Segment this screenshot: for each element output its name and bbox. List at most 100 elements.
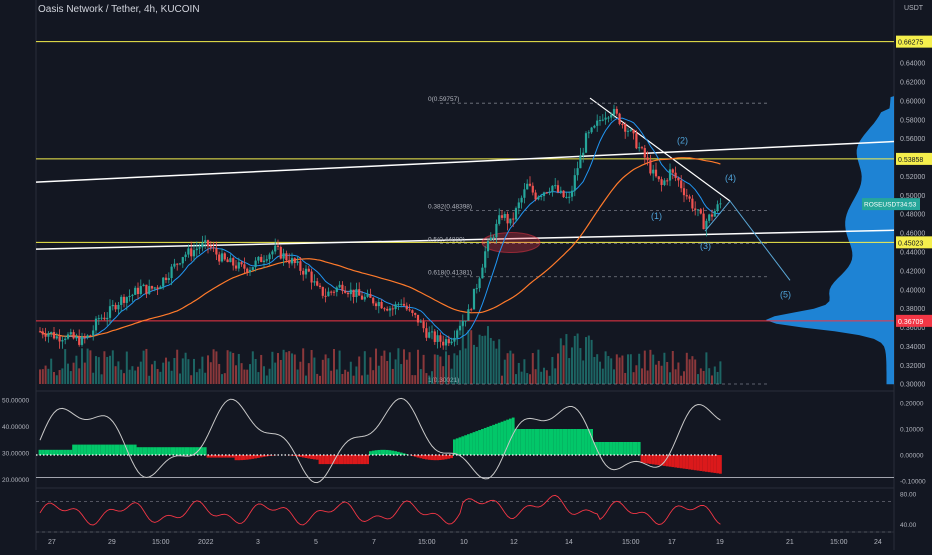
candle-body[interactable] — [50, 332, 52, 333]
candle-body[interactable] — [689, 196, 691, 198]
candle-body[interactable] — [397, 304, 399, 305]
candle-body[interactable] — [369, 294, 371, 298]
candle-body[interactable] — [269, 254, 271, 259]
candle-body[interactable] — [246, 269, 248, 272]
candle-body[interactable] — [431, 331, 433, 332]
candle-body[interactable] — [624, 124, 626, 132]
candle-body[interactable] — [613, 109, 615, 115]
candle-body[interactable] — [523, 189, 525, 197]
candle-body[interactable] — [61, 340, 63, 341]
candle-body[interactable] — [425, 328, 427, 338]
candle-body[interactable] — [148, 286, 150, 294]
candle-body[interactable] — [392, 308, 394, 309]
candle-body[interactable] — [677, 178, 679, 180]
candle-body[interactable] — [131, 295, 133, 296]
candle-body[interactable] — [490, 238, 492, 241]
candle-body[interactable] — [162, 278, 164, 287]
candle-body[interactable] — [140, 286, 142, 294]
candle-body[interactable] — [406, 306, 408, 310]
candle-body[interactable] — [339, 285, 341, 288]
candle-body[interactable] — [563, 191, 565, 197]
candle-body[interactable] — [333, 292, 335, 293]
candle-body[interactable] — [565, 197, 567, 198]
candle-body[interactable] — [481, 268, 483, 279]
candle-body[interactable] — [498, 215, 500, 224]
candle-body[interactable] — [115, 305, 117, 309]
candle-body[interactable] — [151, 286, 153, 289]
candle-body[interactable] — [535, 193, 537, 200]
candle-body[interactable] — [294, 258, 296, 263]
candle-body[interactable] — [476, 288, 478, 289]
candle-body[interactable] — [159, 287, 161, 289]
candle-body[interactable] — [143, 285, 145, 286]
candle-body[interactable] — [355, 289, 357, 297]
candle-body[interactable] — [243, 264, 245, 268]
candle-body[interactable] — [187, 248, 189, 254]
candle-body[interactable] — [675, 173, 677, 178]
candle-body[interactable] — [221, 253, 223, 261]
candle-body[interactable] — [73, 332, 75, 338]
candle-body[interactable] — [546, 192, 548, 193]
candle-body[interactable] — [39, 331, 41, 332]
candle-body[interactable] — [400, 304, 402, 305]
candle-body[interactable] — [574, 175, 576, 191]
candle-body[interactable] — [630, 130, 632, 131]
candle-body[interactable] — [330, 292, 332, 293]
candle-body[interactable] — [697, 209, 699, 210]
candle-body[interactable] — [157, 287, 159, 289]
candle-body[interactable] — [235, 266, 237, 269]
candle-body[interactable] — [383, 308, 385, 309]
candle-body[interactable] — [717, 204, 719, 211]
candle-body[interactable] — [75, 336, 77, 338]
candle-body[interactable] — [635, 133, 637, 148]
candle-body[interactable] — [661, 179, 663, 185]
candle-body[interactable] — [409, 309, 411, 310]
candle-body[interactable] — [78, 336, 80, 344]
candle-body[interactable] — [204, 240, 206, 243]
candle-body[interactable] — [207, 240, 209, 246]
candle-body[interactable] — [291, 258, 293, 263]
candle-body[interactable] — [719, 203, 721, 204]
candle-body[interactable] — [473, 289, 475, 310]
candle-body[interactable] — [417, 315, 419, 323]
candle-body[interactable] — [238, 262, 240, 268]
candle-body[interactable] — [605, 118, 607, 120]
candle-body[interactable] — [311, 272, 313, 283]
candle-body[interactable] — [378, 302, 380, 306]
candle-body[interactable] — [126, 297, 128, 303]
candle-body[interactable] — [610, 115, 612, 118]
candle-body[interactable] — [260, 257, 262, 262]
candle-body[interactable] — [171, 267, 173, 278]
candle-body[interactable] — [117, 305, 119, 309]
candle-body[interactable] — [375, 303, 377, 306]
candle-body[interactable] — [288, 260, 290, 263]
candle-body[interactable] — [224, 253, 226, 259]
candle-body[interactable] — [395, 304, 397, 309]
candle-body[interactable] — [442, 342, 444, 346]
candle-body[interactable] — [120, 297, 122, 305]
candle-body[interactable] — [101, 318, 103, 319]
candle-body[interactable] — [64, 339, 66, 340]
candle-body[interactable] — [215, 248, 217, 254]
candle-body[interactable] — [185, 255, 187, 257]
candle-body[interactable] — [593, 126, 595, 128]
candle-body[interactable] — [297, 261, 299, 263]
candle-body[interactable] — [249, 270, 251, 272]
candle-body[interactable] — [353, 290, 355, 297]
candle-body[interactable] — [112, 305, 114, 306]
candle-body[interactable] — [585, 133, 587, 153]
candle-body[interactable] — [389, 308, 391, 310]
candle-body[interactable] — [512, 219, 514, 220]
candle-body[interactable] — [708, 214, 710, 220]
candle-body[interactable] — [361, 296, 363, 300]
candle-body[interactable] — [479, 278, 481, 288]
candle-body[interactable] — [579, 155, 581, 168]
candle-body[interactable] — [350, 290, 352, 294]
candle-body[interactable] — [644, 148, 646, 157]
candle-body[interactable] — [173, 264, 175, 267]
candle-body[interactable] — [509, 219, 511, 224]
candle-body[interactable] — [381, 302, 383, 308]
candle-body[interactable] — [568, 197, 570, 198]
candle-body[interactable] — [694, 208, 696, 209]
